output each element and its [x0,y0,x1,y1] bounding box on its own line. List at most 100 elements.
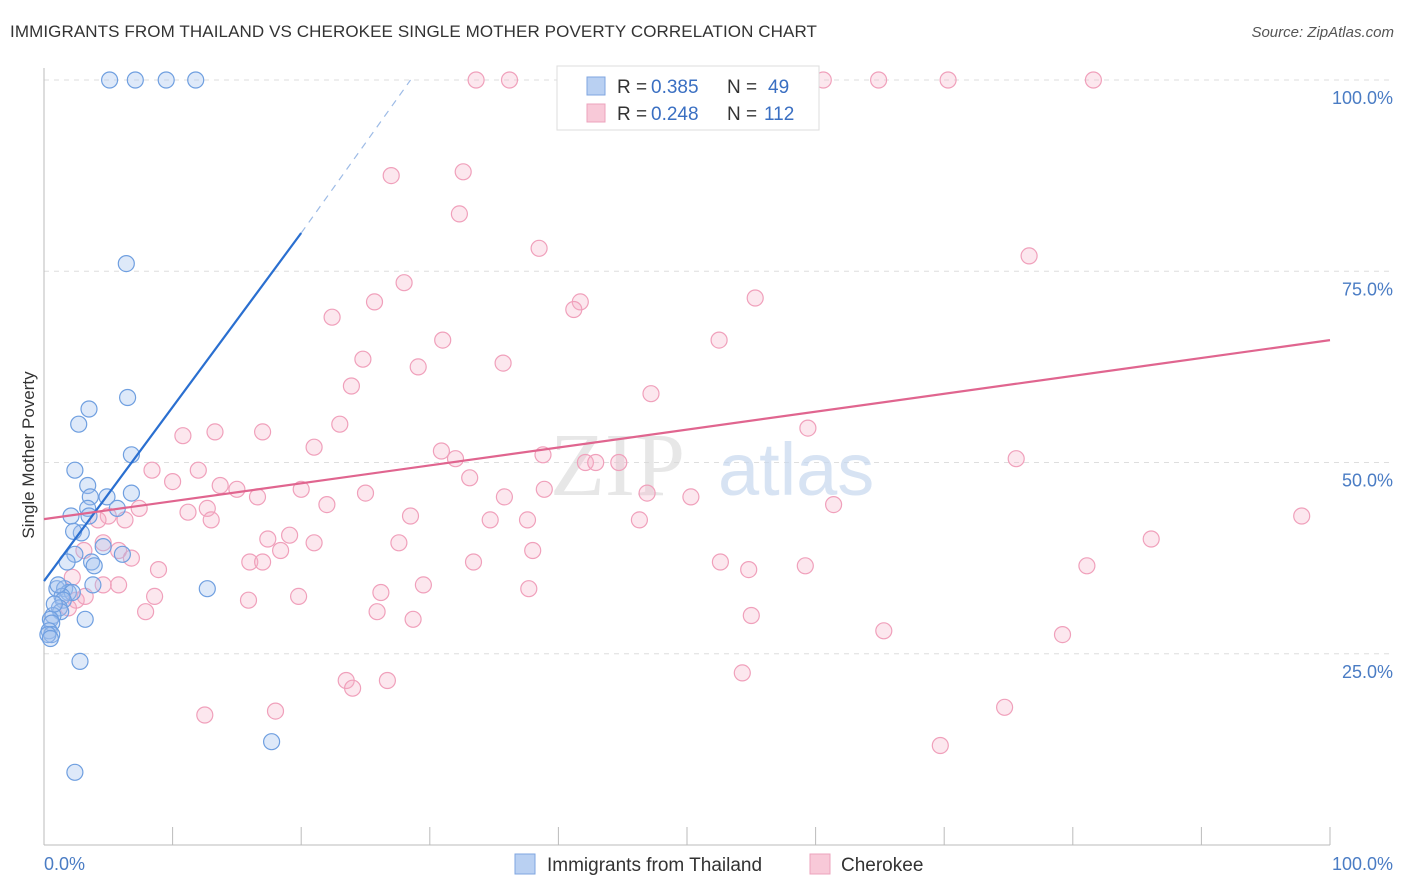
point-cherokee [710,331,728,349]
point-cherokee [241,553,259,571]
point-thailand [70,415,88,433]
point-cherokee [464,553,483,571]
point-cherokee [524,541,542,560]
point-thailand [64,522,83,541]
point-cherokee [931,736,949,755]
point-cherokee [196,706,214,724]
point-cherokee [630,511,649,529]
trend-lines [43,79,1331,582]
point-thailand [263,733,281,751]
point-cherokee [228,480,246,498]
point-cherokee [610,453,628,472]
point-thailand [41,629,60,648]
point-cherokee [395,274,413,292]
legend-r-label-1: R = [617,77,647,98]
point-cherokee [259,530,277,548]
y-tick-label: 75.0% [1342,279,1393,299]
point-cherokee [254,553,272,571]
point-cherokee [272,541,290,560]
point-cherokee [164,473,182,491]
point-cherokee [495,488,513,506]
legend-n-label-2: N = [727,104,757,125]
point-cherokee [1053,625,1072,644]
point-cherokee [638,484,656,502]
point-thailand [122,484,140,502]
point-cherokee [323,308,341,326]
trend-line-thailand-extension [300,79,411,234]
point-cherokee [372,583,390,602]
point-cherokee [481,511,499,529]
point-cherokee [587,453,605,472]
point-cherokee [530,239,548,257]
point-cherokee [404,610,422,628]
bottom-legend-swatch-thailand [514,853,536,875]
point-cherokee [450,205,468,223]
point-cherokee [356,484,375,502]
point-cherokee [382,167,400,185]
axes [43,68,1331,846]
point-cherokee [535,480,553,498]
point-thailand [84,576,102,594]
legend-r-value-2: 0.248 [651,104,699,125]
point-cherokee [869,71,888,89]
x-tick-label-max: 100.0% [1332,854,1393,874]
point-thailand [80,400,98,418]
point-cherokee [467,71,485,89]
legend-r-value-1: 0.385 [651,77,699,98]
legend-swatch-cherokee [586,103,606,123]
point-cherokee [939,71,957,89]
point-thailand [118,388,137,407]
point-cherokee [239,591,258,609]
point-thailand [66,763,84,781]
point-thailand [117,255,135,273]
point-cherokee [995,698,1014,716]
point-thailand [71,652,89,671]
point-thailand [126,71,144,89]
x-tick-label-min: 0.0% [44,854,85,874]
point-cherokee [290,587,308,606]
point-thailand [66,461,84,479]
bottom-legend-swatch-cherokee [809,853,831,875]
point-cherokee [875,622,893,640]
point-thailand [100,71,119,89]
point-thailand [45,595,63,613]
point-thailand [157,71,175,89]
point-cherokee [254,423,272,441]
point-cherokee [642,385,660,403]
point-cherokee [174,427,192,445]
point-cherokee [344,679,362,697]
point-cherokee [711,553,730,571]
point-cherokee [94,534,112,552]
point-cherokee [206,423,224,441]
point-cherokee [1142,530,1160,548]
point-cherokee [149,560,168,579]
point-cherokee [1020,247,1038,265]
trend-line-cherokee [43,339,1331,521]
point-cherokee [500,71,519,89]
point-cherokee [742,606,760,625]
point-cherokee [305,438,323,456]
chart-title: IMMIGRANTS FROM THAILAND VS CHEROKEE SIN… [10,22,818,41]
point-cherokee [281,526,299,544]
point-thailand [113,545,132,563]
point-thailand [94,537,112,556]
point-cherokee [446,450,465,468]
trend-line-thailand [43,232,303,582]
point-cherokee [461,469,479,487]
top-legend: R = 0.385 N = 49 R = 0.248 N = 112 [556,65,820,131]
point-cherokee [682,488,700,506]
y-tick-label: 50.0% [1342,471,1393,491]
point-cherokee [520,580,538,598]
point-cherokee [432,442,450,460]
point-cherokee [365,293,384,311]
point-cherokee [211,476,229,495]
point-cherokee [354,350,372,368]
watermark-atlas: atlas [718,428,874,511]
point-cherokee [565,300,583,319]
point-cherokee [179,503,197,521]
y-axis-label: Single Mother Poverty [19,371,38,539]
point-cherokee [1078,557,1096,575]
point-thailand [85,557,103,575]
point-cherokee [740,560,758,579]
point-thailand [76,610,94,628]
